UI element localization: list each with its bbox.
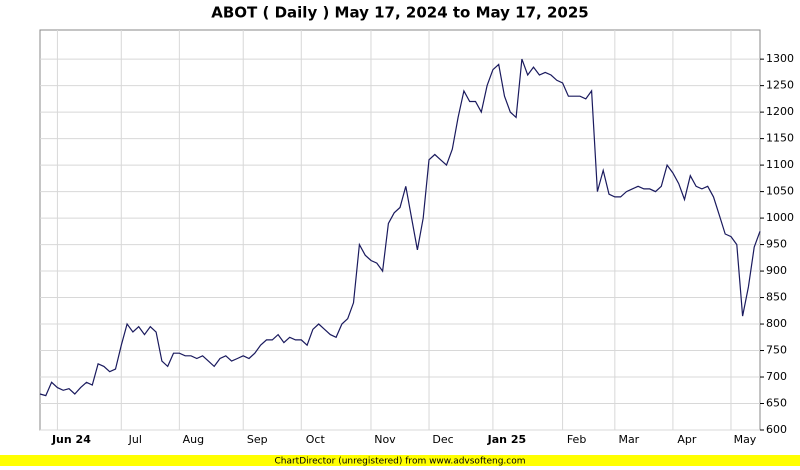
chart-title: ABOT ( Daily ) May 17, 2024 to May 17, 2… (211, 4, 588, 22)
x-tick-label: Nov (374, 433, 396, 446)
x-tick-label: Sep (247, 433, 268, 446)
x-tick-label: Jan 25 (487, 433, 526, 446)
footer-bar (0, 455, 800, 466)
footer: ChartDirector (unregistered) from www.ad… (274, 457, 525, 467)
y-tick-label: 1050 (766, 185, 794, 198)
y-tick-label: 700 (766, 370, 787, 383)
y-tick-label: 1000 (766, 211, 794, 224)
plot-area (39, 29, 761, 431)
y-tick-label: 1300 (766, 52, 794, 65)
x-tick-label: Jul (128, 433, 142, 446)
x-tick-label: Oct (306, 433, 326, 446)
y-tick-label: 850 (766, 291, 787, 304)
x-tick-label: Apr (677, 433, 697, 446)
y-tick-label: 650 (766, 397, 787, 410)
y-tick-label: 600 (766, 423, 787, 436)
x-tick-label: May (734, 433, 757, 446)
x-tick-label: Feb (567, 433, 586, 446)
x-tick-label: Dec (432, 433, 453, 446)
y-tick-label: 900 (766, 264, 787, 277)
x-tick-label: Mar (618, 433, 639, 446)
price-line (39, 58, 761, 397)
y-tick-label: 1200 (766, 105, 794, 118)
y-tick-label: 1150 (766, 132, 794, 145)
y-tick-label: 800 (766, 317, 787, 330)
y-tick-label: 950 (766, 238, 787, 251)
x-tick-label: Aug (183, 433, 204, 446)
x-tick-label: Jun 24 (51, 433, 91, 446)
y-tick-label: 1250 (766, 79, 794, 92)
y-tick-label: 1100 (766, 158, 794, 171)
y-tick-label: 750 (766, 344, 787, 357)
